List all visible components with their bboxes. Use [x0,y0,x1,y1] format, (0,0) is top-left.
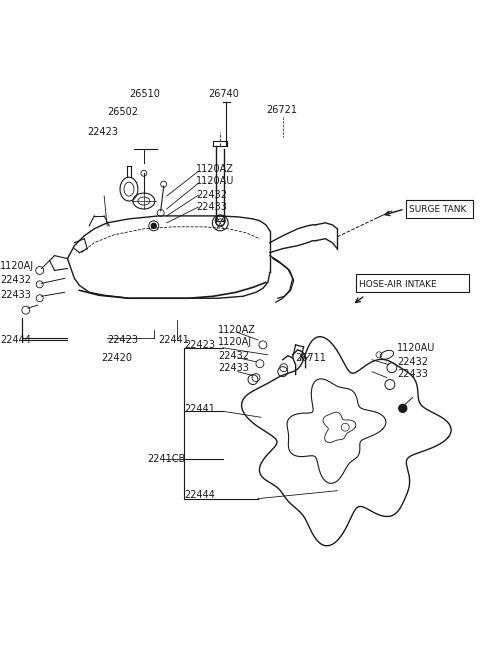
Text: 22432: 22432 [0,275,31,285]
Text: 1120AZ: 1120AZ [196,164,234,174]
Text: 26711: 26711 [296,353,326,363]
Text: 26502: 26502 [107,106,138,117]
Text: 26721: 26721 [266,104,297,115]
Text: 1120AJ: 1120AJ [218,337,252,347]
Text: 1120AU: 1120AU [196,176,235,186]
Text: 2241CB: 2241CB [147,454,185,464]
Text: 26740: 26740 [208,89,239,99]
FancyBboxPatch shape [406,200,473,218]
Text: 22420: 22420 [101,353,132,363]
Text: 22432: 22432 [196,190,228,200]
Text: 22433: 22433 [397,369,428,378]
Text: 22433: 22433 [196,202,228,212]
Text: HOSE-AIR INTAKE: HOSE-AIR INTAKE [359,280,437,289]
Text: 22432: 22432 [397,357,428,367]
Text: 22432: 22432 [218,351,249,361]
Text: 22423: 22423 [184,340,216,350]
Text: 22423: 22423 [107,335,138,345]
Text: 1120AZ: 1120AZ [218,325,256,335]
Text: 22423: 22423 [87,127,118,137]
Text: 22433: 22433 [0,290,31,300]
Text: 22433: 22433 [218,363,249,373]
Text: 26510: 26510 [129,89,160,99]
Text: 22441: 22441 [184,404,216,415]
FancyBboxPatch shape [356,275,469,292]
Text: 22444: 22444 [0,335,31,345]
Circle shape [151,223,156,228]
Text: SURGE TANK: SURGE TANK [409,206,466,214]
Text: 1120AU: 1120AU [397,343,435,353]
Text: 22441: 22441 [159,335,190,345]
Text: 22444: 22444 [184,489,216,500]
Circle shape [399,405,407,413]
Text: 1120AJ: 1120AJ [0,261,34,271]
